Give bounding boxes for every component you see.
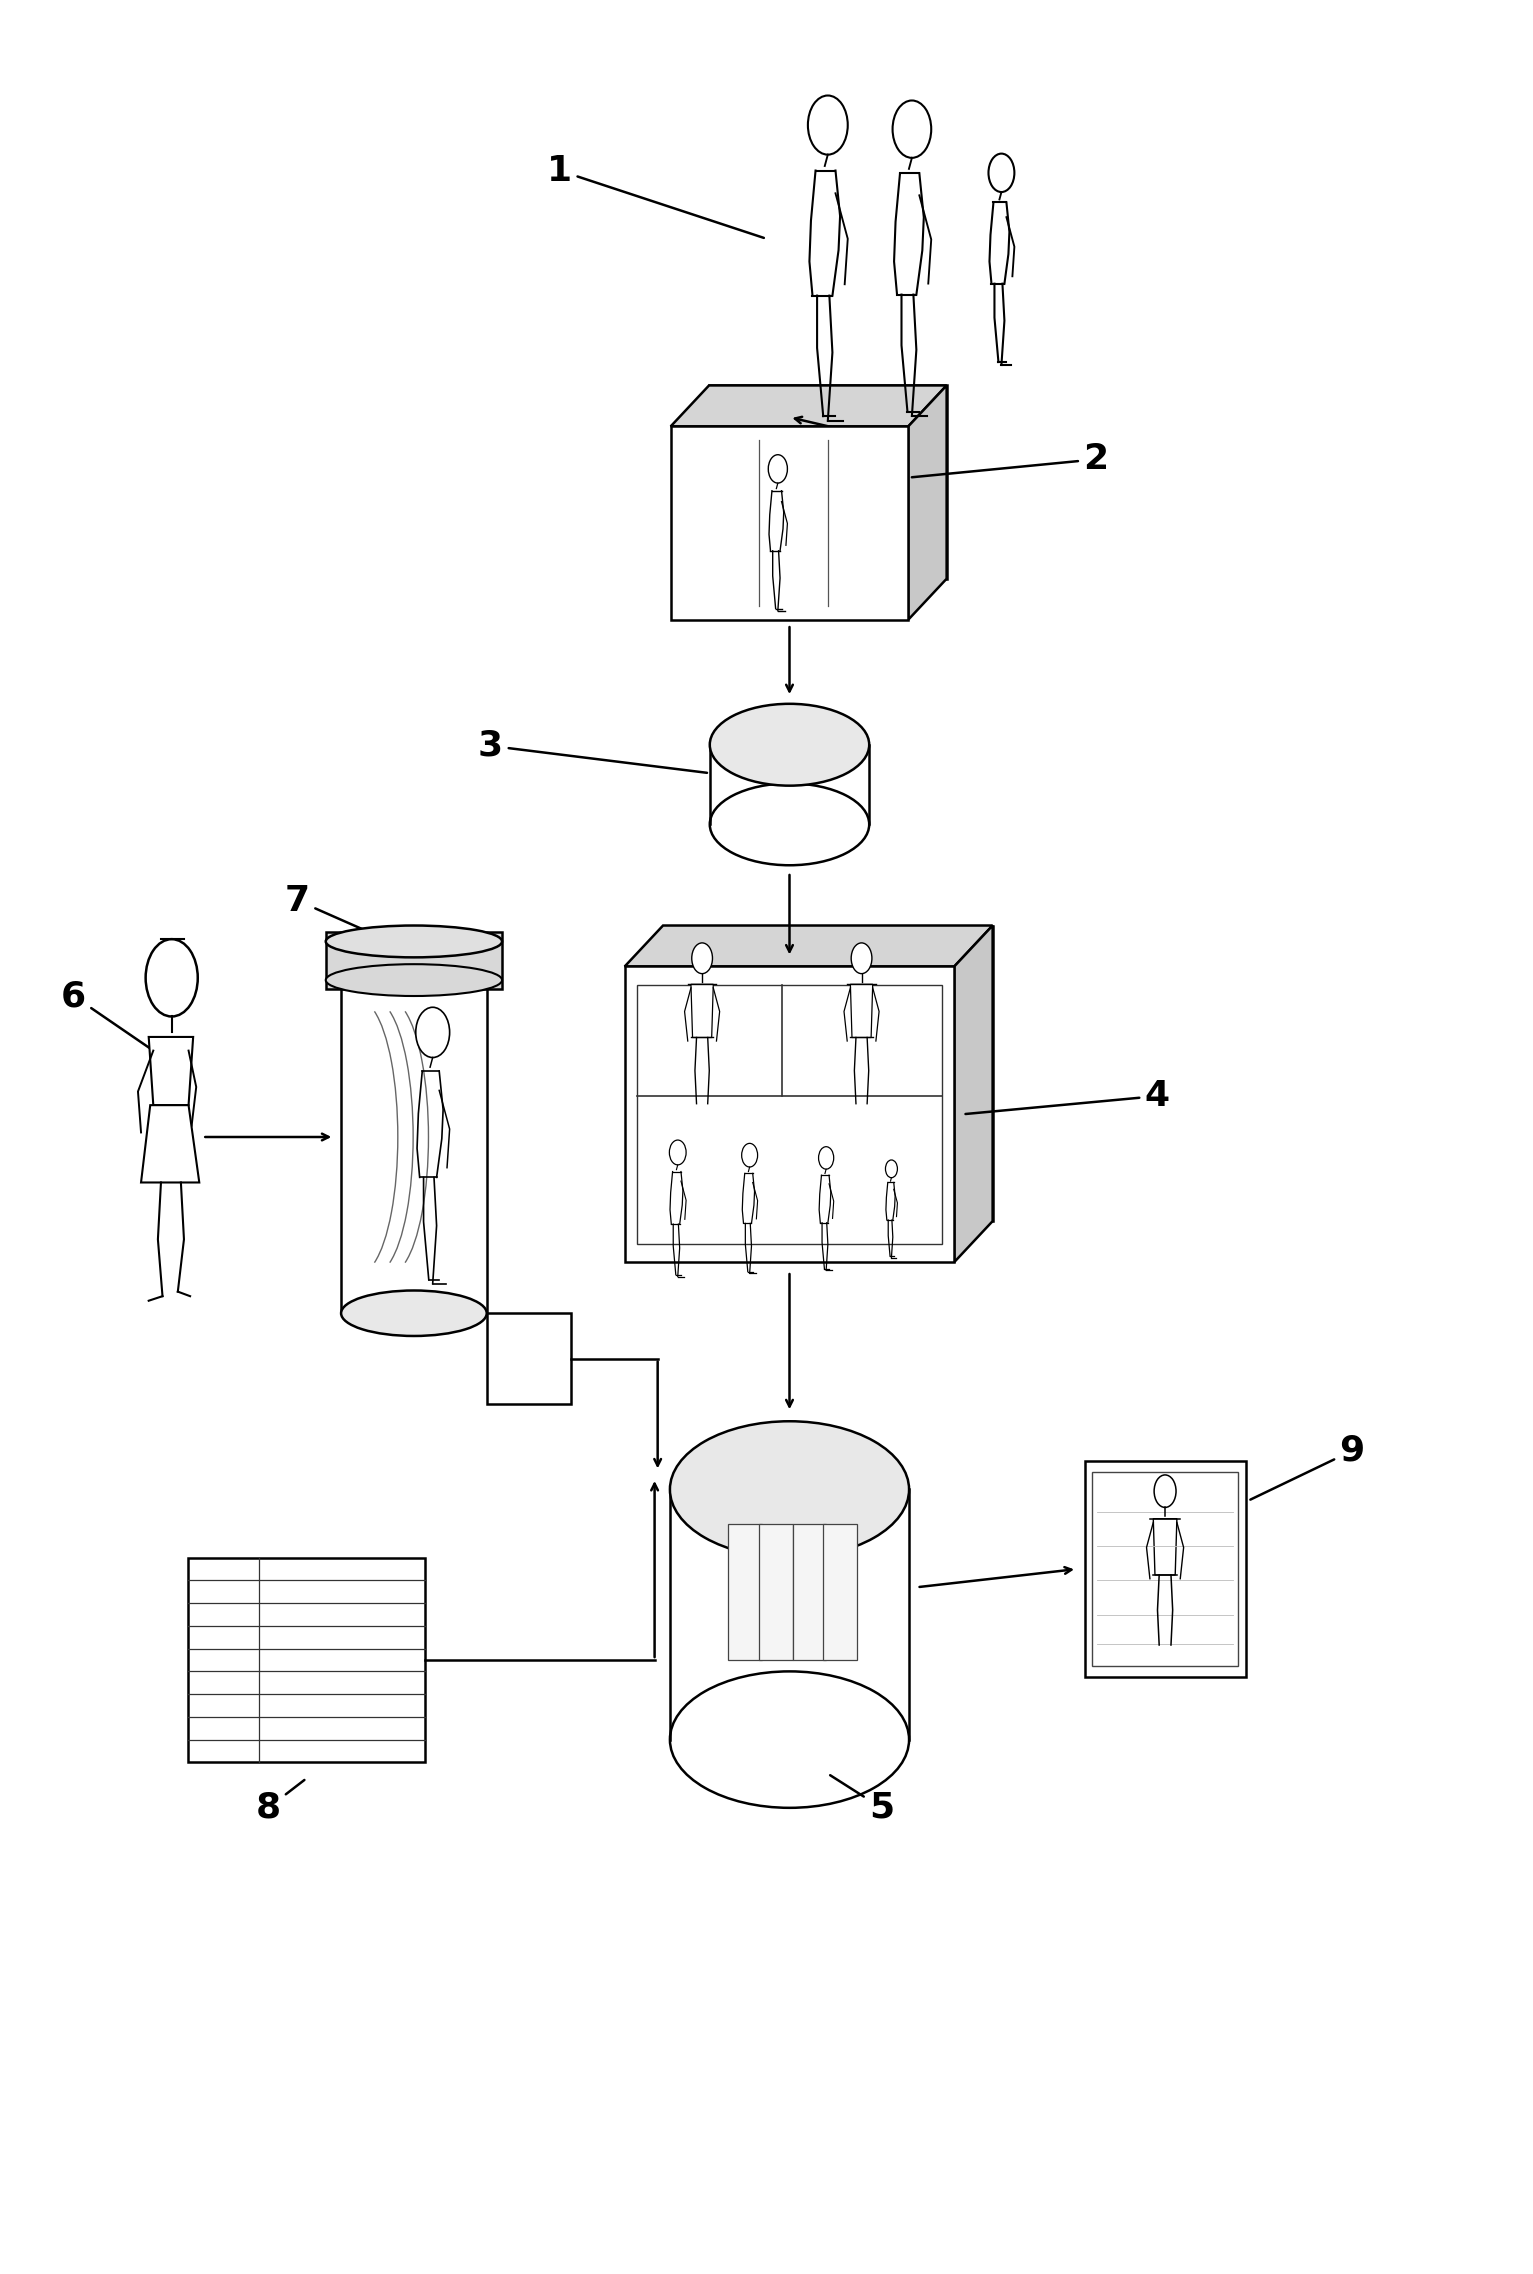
Ellipse shape: [670, 1421, 909, 1558]
Circle shape: [146, 939, 198, 1016]
Polygon shape: [1153, 1519, 1177, 1576]
Circle shape: [819, 1146, 834, 1169]
Bar: [327, 932, 501, 989]
Ellipse shape: [327, 964, 501, 996]
Text: 2: 2: [912, 443, 1108, 478]
Polygon shape: [149, 1037, 193, 1105]
Polygon shape: [662, 926, 993, 1221]
Bar: [340, 962, 486, 1314]
Polygon shape: [141, 1105, 199, 1182]
Polygon shape: [954, 926, 993, 1262]
Bar: [793, 1524, 826, 1660]
Circle shape: [1154, 1476, 1176, 1508]
Bar: [710, 744, 869, 825]
Text: 8: 8: [256, 1781, 305, 1824]
Bar: [189, 1558, 426, 1762]
Circle shape: [415, 1007, 449, 1057]
Bar: [487, 1314, 570, 1405]
Polygon shape: [625, 926, 993, 966]
Bar: [638, 985, 941, 1244]
Circle shape: [670, 1139, 687, 1164]
Ellipse shape: [710, 782, 869, 864]
Bar: [1085, 1462, 1245, 1678]
Polygon shape: [908, 387, 947, 621]
Bar: [759, 1524, 793, 1660]
Circle shape: [886, 1160, 897, 1178]
Circle shape: [808, 96, 848, 155]
Text: 4: 4: [966, 1080, 1170, 1114]
Bar: [625, 966, 954, 1262]
Circle shape: [742, 1144, 757, 1167]
Circle shape: [892, 100, 931, 157]
Polygon shape: [851, 985, 872, 1037]
Ellipse shape: [710, 705, 869, 787]
Bar: [823, 1524, 857, 1660]
Bar: [671, 428, 908, 621]
Polygon shape: [671, 387, 947, 428]
Bar: [670, 1489, 909, 1740]
Text: 6: 6: [61, 980, 152, 1048]
Circle shape: [989, 155, 1015, 191]
Bar: [1091, 1474, 1239, 1665]
Text: 9: 9: [1251, 1435, 1364, 1499]
Polygon shape: [691, 985, 713, 1037]
Ellipse shape: [327, 926, 501, 957]
Circle shape: [768, 455, 788, 482]
Circle shape: [691, 944, 713, 973]
Polygon shape: [708, 387, 947, 580]
Text: 1: 1: [547, 155, 763, 239]
Ellipse shape: [670, 1671, 909, 1808]
Bar: [728, 1524, 762, 1660]
Text: 7: 7: [285, 885, 408, 951]
Text: 5: 5: [831, 1776, 894, 1824]
Circle shape: [851, 944, 872, 973]
Text: 3: 3: [478, 730, 707, 773]
Ellipse shape: [340, 1292, 487, 1337]
